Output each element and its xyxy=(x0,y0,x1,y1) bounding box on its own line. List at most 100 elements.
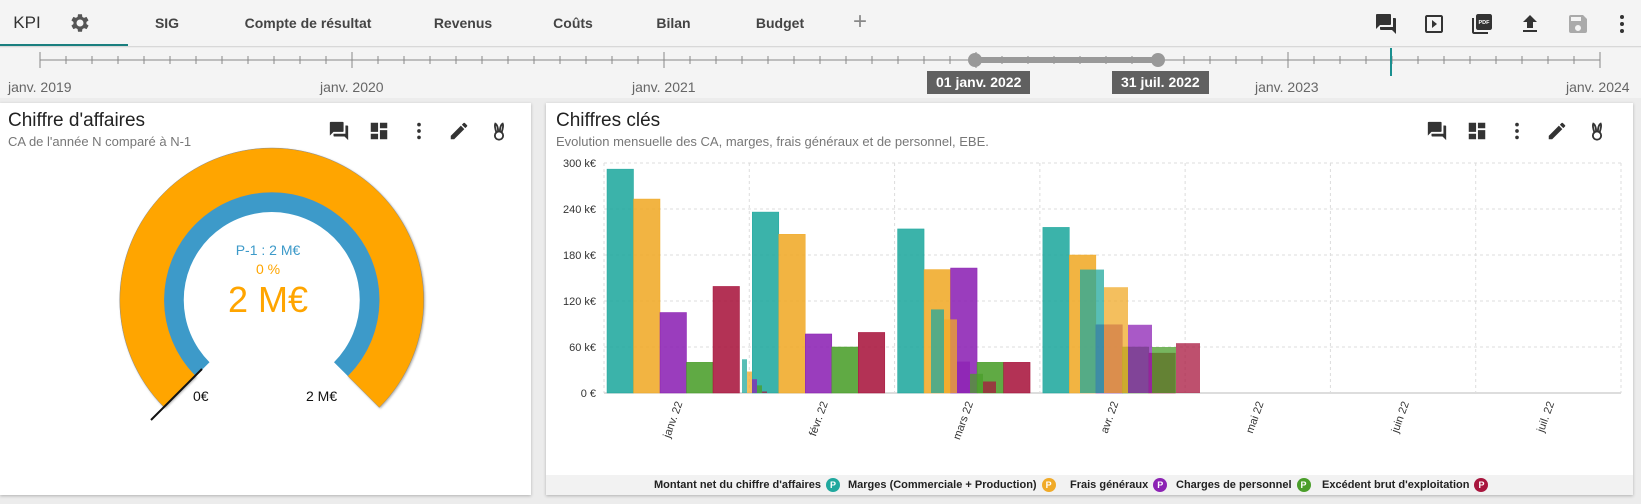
timeline-track[interactable] xyxy=(0,48,1641,78)
overlay-bar[interactable] xyxy=(752,379,757,393)
x-tick-label: mai 22 xyxy=(1244,400,1267,435)
overlay-bar[interactable] xyxy=(983,381,996,394)
legend-item[interactable]: Marges (Commerciale + Production) P xyxy=(848,478,1056,492)
range-start-handle[interactable] xyxy=(968,53,982,67)
bar[interactable] xyxy=(686,362,714,394)
range-end-handle[interactable] xyxy=(1151,53,1165,67)
add-tab-button[interactable]: + xyxy=(853,8,868,35)
tab-couts[interactable]: Coûts xyxy=(553,15,593,31)
card-subtitle: Evolution mensuelle des CA, marges, frai… xyxy=(556,134,989,149)
tab-budget[interactable]: Budget xyxy=(755,15,805,31)
card-title: Chiffre d'affaires xyxy=(8,110,146,131)
bar[interactable] xyxy=(831,346,859,394)
gauge-previous: P-1 : 2 M€ xyxy=(235,242,301,258)
revenue-card: Chiffre d'affaires CA de l'année N compa… xyxy=(0,103,531,495)
gear-icon[interactable] xyxy=(68,11,92,35)
x-tick-label: mars 22 xyxy=(951,400,976,441)
y-tick-label: 60 k€ xyxy=(569,342,596,354)
overlay-bar[interactable] xyxy=(970,373,983,393)
overlay-bar[interactable] xyxy=(931,309,944,393)
gauge-max-label: 2 M€ xyxy=(306,388,338,404)
gauge-needle xyxy=(150,368,203,421)
rabbit-icon[interactable] xyxy=(1586,120,1608,142)
save-icon[interactable] xyxy=(1566,12,1590,36)
bar[interactable] xyxy=(1003,362,1031,394)
range-start-badge: 01 janv. 2022 xyxy=(927,71,1031,94)
legend-item[interactable]: Charges de personnel P xyxy=(1176,478,1311,492)
overlay-bar[interactable] xyxy=(747,371,752,393)
x-tick-label: avr. 22 xyxy=(1099,400,1122,435)
overlay-bar[interactable] xyxy=(944,319,957,393)
overlay-bar[interactable] xyxy=(957,361,970,393)
edit-icon[interactable] xyxy=(1546,120,1568,142)
x-tick-label: juil. 22 xyxy=(1535,400,1557,435)
tab-bilan[interactable]: Bilan xyxy=(656,15,691,31)
y-tick-label: 0 € xyxy=(581,388,596,400)
overlay-bar[interactable] xyxy=(1104,287,1128,393)
comments-icon[interactable] xyxy=(1426,120,1448,142)
timeline-label: janv. 2021 xyxy=(632,79,696,95)
y-tick-label: 240 k€ xyxy=(563,204,596,216)
bar[interactable] xyxy=(1042,227,1070,394)
more-vert-icon[interactable] xyxy=(1506,120,1528,142)
edit-icon[interactable] xyxy=(448,120,470,142)
bar[interactable] xyxy=(712,286,740,394)
pdf-export-icon[interactable]: PDF xyxy=(1470,12,1494,36)
bar[interactable] xyxy=(633,198,661,394)
x-tick-label: févr. 22 xyxy=(807,400,831,438)
tab-revenus[interactable]: Revenus xyxy=(433,15,493,31)
top-nav: KPI SIG Compte de résultat Revenus Coûts… xyxy=(0,0,1641,47)
key-figures-card: Chiffres clés Evolution mensuelle des CA… xyxy=(546,103,1633,495)
bar[interactable] xyxy=(778,234,806,394)
card-title: Chiffres clés xyxy=(556,110,661,131)
tab-sig[interactable]: SIG xyxy=(154,15,180,31)
gauge-outer-arc xyxy=(119,147,425,408)
overlay-bar[interactable] xyxy=(1176,343,1200,393)
legend-item[interactable]: Excédent brut d'exploitation P xyxy=(1322,478,1489,492)
revenue-gauge xyxy=(119,147,425,421)
upload-icon[interactable] xyxy=(1518,12,1542,36)
y-tick-label: 300 k€ xyxy=(563,158,596,170)
comments-icon[interactable] xyxy=(328,120,350,142)
x-tick-label: juin 22 xyxy=(1389,400,1412,436)
gauge-value: 2 M€ xyxy=(227,279,309,320)
timeline-label: janv. 2020 xyxy=(320,79,384,95)
overlay-bar[interactable] xyxy=(1080,269,1104,393)
bar[interactable] xyxy=(805,333,833,394)
card-subtitle: CA de l'année N comparé à N-1 xyxy=(8,134,192,149)
bar[interactable] xyxy=(606,168,634,394)
gauge-percent: 0 % xyxy=(255,261,281,277)
overlay-bar[interactable] xyxy=(742,359,747,393)
key-figures-chart: 0 € 60 k€ 120 k€ 180 k€ 240 k€ 300 k€ janv. 22… xyxy=(563,158,1622,441)
overlay-bar[interactable] xyxy=(757,385,762,393)
slideshow-icon[interactable] xyxy=(1422,12,1446,36)
range-end-badge: 31 juil. 2022 xyxy=(1112,71,1209,94)
bar[interactable] xyxy=(659,312,687,394)
tab-kpi[interactable]: KPI xyxy=(13,13,41,32)
dashboard-icon[interactable] xyxy=(1466,120,1488,142)
timeline-label: janv. 2019 xyxy=(8,79,72,95)
dashboard-icon[interactable] xyxy=(368,120,390,142)
legend-item[interactable]: Montant net du chiffre d'affaires P xyxy=(654,478,841,492)
more-vert-icon[interactable] xyxy=(408,120,430,142)
overlay-bar[interactable] xyxy=(1128,324,1152,393)
gauge-inner-arc xyxy=(164,192,380,376)
svg-text:PDF: PDF xyxy=(1479,20,1491,26)
bar[interactable] xyxy=(897,228,925,394)
more-vert-icon[interactable] xyxy=(1610,12,1634,36)
bar[interactable] xyxy=(752,211,780,394)
date-range-timeline[interactable]: janv. 2019 janv. 2020 janv. 2021 janv. 2… xyxy=(0,48,1641,98)
legend-item[interactable]: Frais généraux P xyxy=(1070,478,1168,492)
tab-compte-de-resultat[interactable]: Compte de résultat xyxy=(244,15,372,31)
y-tick-label: 120 k€ xyxy=(563,296,596,308)
chart-legend: Montant net du chiffre d'affaires P Marge… xyxy=(546,475,1633,495)
y-tick-label: 180 k€ xyxy=(563,250,596,262)
timeline-label: janv. 2023 xyxy=(1255,79,1319,95)
overlay-bar[interactable] xyxy=(762,391,767,393)
rabbit-icon[interactable] xyxy=(488,120,510,142)
gauge-min-label: 0€ xyxy=(193,388,209,404)
comments-icon[interactable] xyxy=(1374,12,1398,36)
active-tab-indicator xyxy=(0,44,128,46)
overlay-bar[interactable] xyxy=(1152,347,1176,393)
bar[interactable] xyxy=(858,332,886,394)
